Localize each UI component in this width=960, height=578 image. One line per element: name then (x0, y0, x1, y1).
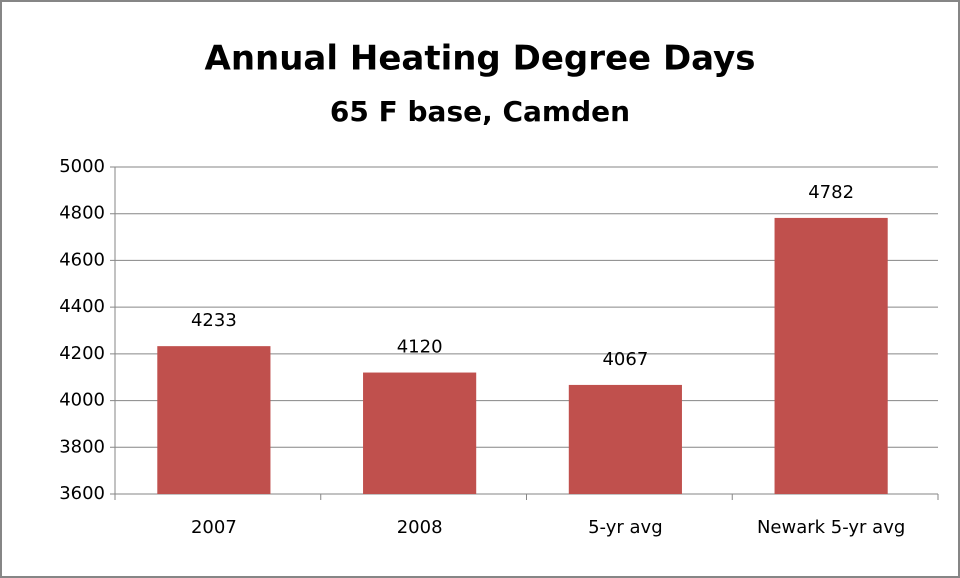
data-label: 4782 (808, 182, 854, 203)
bar (568, 384, 682, 494)
y-tick-label: 4000 (59, 390, 105, 411)
bar (157, 346, 271, 494)
x-tick-label: Newark 5-yr avg (757, 517, 905, 538)
data-label: 4233 (191, 310, 237, 331)
y-tick-label: 4800 (59, 203, 105, 224)
x-tick-label: 2007 (191, 517, 237, 538)
chart-title: Annual Heating Degree Days (205, 39, 756, 79)
bar (774, 217, 888, 494)
y-tick-label: 4200 (59, 343, 105, 364)
chart-subtitle: 65 F base, Camden (330, 95, 630, 128)
bar (363, 372, 477, 494)
data-label: 4120 (397, 337, 443, 358)
x-tick-label: 5-yr avg (588, 517, 663, 538)
data-label: 4067 (602, 349, 648, 370)
y-tick-label: 3800 (59, 436, 105, 457)
y-tick-label: 3600 (59, 483, 105, 504)
y-tick-label: 4400 (59, 296, 105, 317)
x-tick-label: 2008 (397, 517, 443, 538)
y-tick-label: 4600 (59, 249, 105, 270)
y-tick-label: 5000 (59, 156, 105, 177)
